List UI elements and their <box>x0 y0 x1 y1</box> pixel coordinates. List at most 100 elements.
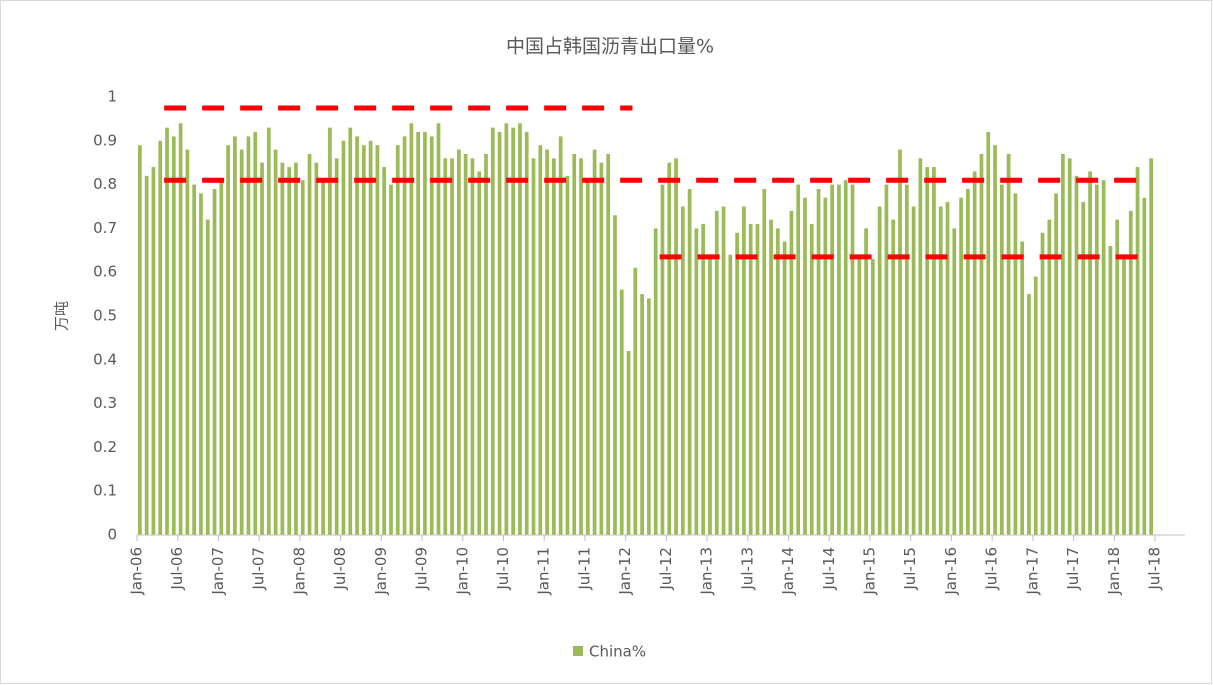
y-tick-label: 0.9 <box>93 131 117 149</box>
bar <box>959 197 963 536</box>
y-tick-label: 0.8 <box>93 175 117 193</box>
bar <box>463 153 468 535</box>
y-tick-label: 0.6 <box>93 263 117 281</box>
bar <box>850 184 855 535</box>
bar <box>328 127 332 535</box>
bar <box>932 167 936 535</box>
bar <box>606 153 611 535</box>
bar <box>884 184 889 535</box>
bar <box>592 149 597 535</box>
x-tick-label: Jul-17 <box>1064 547 1082 591</box>
bar <box>572 153 577 535</box>
bar <box>667 162 672 535</box>
bar <box>138 145 142 535</box>
x-tick-label: Jan-10 <box>453 547 471 596</box>
bar <box>205 219 210 535</box>
x-tick-label: Jul-06 <box>168 547 186 591</box>
bar <box>260 162 264 535</box>
bar <box>504 123 509 535</box>
bar <box>233 136 237 536</box>
x-tick-label: Jan-17 <box>1023 547 1041 596</box>
bar <box>579 158 583 535</box>
x-tick-label: Jul-18 <box>1146 547 1164 591</box>
x-tick-label: Jan-08 <box>290 547 308 596</box>
bar <box>389 184 393 535</box>
x-tick-label: Jul-13 <box>738 547 756 591</box>
bar <box>626 351 631 535</box>
bar <box>674 158 678 535</box>
bar <box>769 219 773 535</box>
x-tick-label: Jul-11 <box>575 547 593 591</box>
x-tick-label: Jan-14 <box>779 547 797 596</box>
x-tick-label: Jul-10 <box>494 547 512 591</box>
bar <box>151 167 156 535</box>
bar <box>355 136 359 536</box>
bar <box>470 158 475 535</box>
bar <box>171 136 176 536</box>
bar <box>816 188 821 536</box>
bar <box>938 206 943 535</box>
bar <box>911 206 916 535</box>
bar <box>266 127 271 535</box>
bar <box>694 228 699 535</box>
bar <box>456 149 461 535</box>
bar <box>144 175 149 535</box>
bar <box>714 210 719 535</box>
x-tick-label: Jan-11 <box>535 547 553 596</box>
bar <box>477 171 482 535</box>
bar <box>877 206 882 535</box>
bar <box>185 149 190 535</box>
bar <box>721 206 726 535</box>
x-tick-label: Jan-12 <box>616 547 634 596</box>
bar <box>1101 180 1106 535</box>
bar <box>619 289 624 535</box>
bar <box>1074 175 1079 535</box>
bar <box>1149 158 1153 535</box>
bar <box>375 145 380 535</box>
x-tick-label: Jul-14 <box>820 547 838 591</box>
bar <box>687 188 692 536</box>
bar <box>823 197 828 536</box>
y-tick-label: 0.5 <box>93 307 117 325</box>
bar <box>490 127 495 535</box>
bar <box>484 153 488 535</box>
x-tick-label: Jan-15 <box>860 547 878 596</box>
bar <box>239 149 244 535</box>
y-tick-label: 0.4 <box>93 350 117 368</box>
bar <box>1047 219 1052 535</box>
bar <box>545 149 549 535</box>
bar <box>1142 197 1147 536</box>
bar <box>368 140 373 536</box>
bar <box>789 210 794 535</box>
bar <box>436 123 441 535</box>
bar <box>443 158 448 535</box>
bar <box>321 180 325 535</box>
bar <box>497 132 502 536</box>
bar <box>287 167 292 535</box>
bar <box>966 188 970 536</box>
bar <box>1020 241 1025 536</box>
bar <box>1122 259 1126 535</box>
bar <box>1115 219 1120 535</box>
bar <box>294 162 298 535</box>
bar <box>925 167 930 535</box>
x-tick-label: Jul-08 <box>331 547 349 591</box>
bar <box>857 259 862 535</box>
bar <box>429 136 434 536</box>
bar <box>1094 184 1099 535</box>
bar <box>531 158 536 535</box>
bar <box>361 145 366 535</box>
bar <box>199 193 203 536</box>
x-tick-label: Jul-09 <box>413 547 431 591</box>
bar <box>416 132 420 536</box>
bar <box>904 184 909 535</box>
bar <box>402 136 407 536</box>
x-tick-label: Jul-16 <box>983 547 1001 591</box>
bar <box>633 267 638 535</box>
bar <box>1054 193 1058 536</box>
bar <box>192 184 197 535</box>
bar <box>158 140 163 536</box>
bar <box>165 127 169 535</box>
bar <box>314 162 319 535</box>
